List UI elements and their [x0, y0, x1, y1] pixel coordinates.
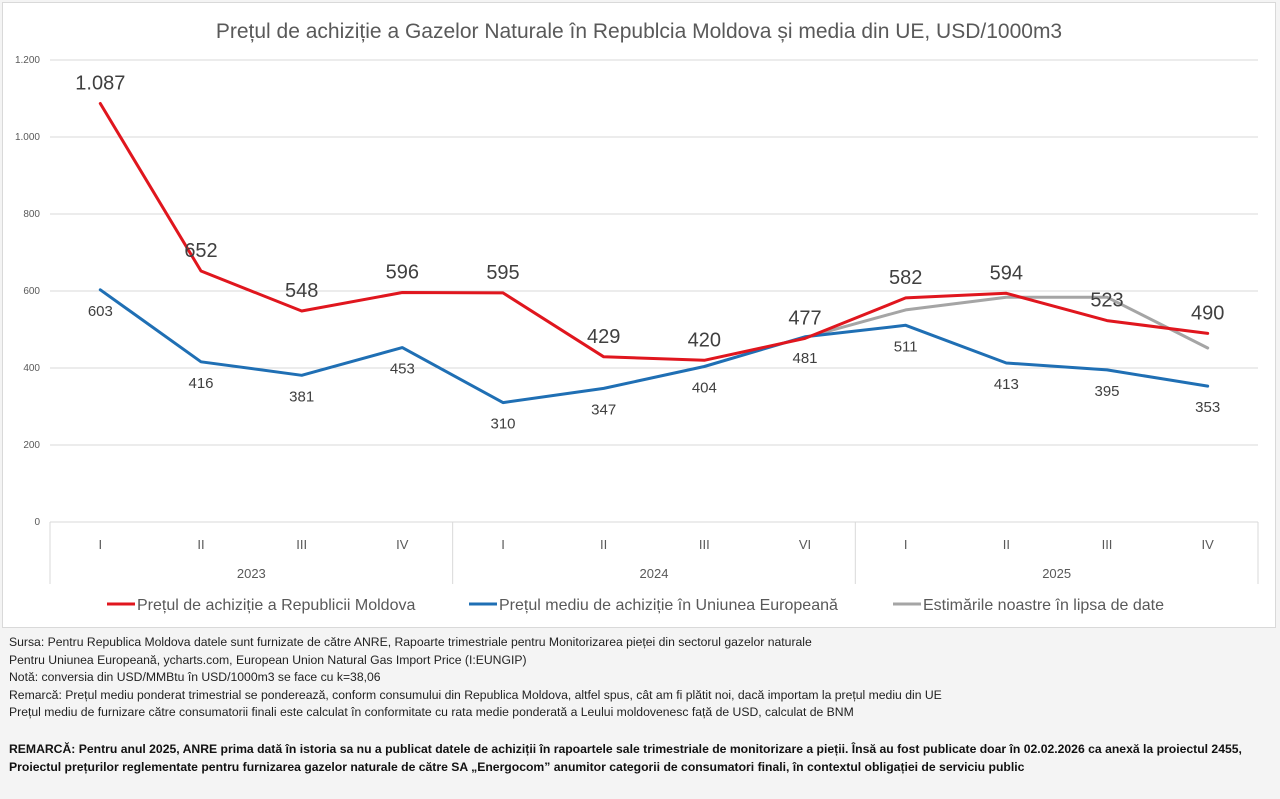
- x-tick-label: II: [600, 537, 607, 552]
- source-notes: Sursa: Pentru Republica Moldova datele s…: [9, 634, 942, 722]
- note-exchange-rate: Prețul mediu de furnizare către consumat…: [9, 705, 854, 720]
- x-tick-label: IV: [396, 537, 409, 552]
- x-tick-label: I: [99, 537, 103, 552]
- data-label-eu: 413: [994, 376, 1019, 393]
- data-label-eu: 353: [1195, 399, 1220, 416]
- x-tick-label: II: [197, 537, 204, 552]
- data-label-eu: 511: [894, 338, 918, 355]
- legend-label-1: Prețul mediu de achiziție în Uniunea Eur…: [499, 597, 838, 614]
- x-tick-label: III: [1102, 537, 1113, 552]
- chart-frame: Prețul de achiziție a Gazelor Naturale î…: [2, 2, 1276, 628]
- series-line-2: [803, 295, 1210, 350]
- y-tick-label: 400: [23, 363, 40, 374]
- data-label-moldova: 652: [184, 240, 217, 262]
- data-label-eu: 310: [490, 416, 515, 433]
- x-tick-label: III: [699, 537, 710, 552]
- data-label-moldova: 596: [386, 262, 419, 284]
- data-label-eu: 603: [88, 303, 113, 320]
- data-label-moldova: 477: [788, 307, 821, 329]
- data-labels: 1.087 652 548 596 595 429 420 477 582 594 523 490 60…: [75, 73, 1224, 433]
- data-label-moldova: 594: [990, 262, 1023, 284]
- data-label-eu: 381: [289, 388, 314, 405]
- data-label-moldova: 1.087: [75, 73, 125, 95]
- series-line-0: [98, 102, 1210, 362]
- x-tick-label: III: [296, 537, 307, 552]
- note-conversion: Notă: conversia din USD/MMBtu în USD/100…: [9, 670, 381, 685]
- x-tick-label: II: [1003, 537, 1010, 552]
- x-tick-label: I: [501, 537, 505, 552]
- data-label-moldova: 523: [1090, 290, 1123, 312]
- y-tick-label: 1.200: [15, 55, 40, 66]
- y-axis: 0 200 400 600 800 1.000 1.200: [15, 55, 40, 528]
- series-lines: [98, 102, 1210, 405]
- data-label-eu: 347: [591, 401, 616, 418]
- data-label-moldova: 582: [889, 267, 922, 289]
- note-source: Sursa: Pentru Republica Moldova datele s…: [9, 635, 812, 649]
- y-tick-label: 200: [23, 440, 40, 451]
- chart-title: Prețul de achiziție a Gazelor Naturale î…: [216, 20, 1062, 43]
- data-label-eu: 395: [1094, 383, 1119, 400]
- data-label-moldova: 429: [587, 326, 620, 348]
- note-remark: Remarcă: Prețul mediu ponderat trimestri…: [9, 687, 942, 702]
- x-group-label: 2025: [1042, 566, 1071, 581]
- x-tick-label: VI: [799, 537, 811, 552]
- data-label-eu: 416: [188, 375, 213, 392]
- x-tick-label: IV: [1202, 537, 1215, 552]
- data-label-eu: 404: [692, 379, 717, 396]
- series-line-1: [98, 288, 1210, 405]
- data-label-eu: 453: [390, 361, 415, 378]
- y-tick-label: 1.000: [15, 132, 40, 143]
- y-tick-label: 0: [34, 517, 40, 528]
- data-label-moldova: 490: [1191, 302, 1224, 324]
- x-group-label: 2023: [237, 566, 266, 581]
- data-label-eu: 481: [792, 350, 817, 367]
- legend-label-2: Estimările noastre în lipsa de date: [923, 597, 1164, 614]
- legend: Prețul de achiziție a Republicii Moldova…: [107, 597, 1164, 614]
- x-group-label: 2024: [640, 566, 669, 581]
- data-label-moldova: 548: [285, 280, 318, 302]
- y-tick-label: 600: [23, 286, 40, 297]
- legend-label-0: Prețul de achiziție a Republicii Moldova: [137, 597, 415, 614]
- x-tick-label: I: [904, 537, 908, 552]
- bold-remark: REMARCĂ: Pentru anul 2025, ANRE prima da…: [9, 742, 1242, 774]
- data-label-moldova: 420: [688, 329, 721, 351]
- y-tick-label: 800: [23, 209, 40, 220]
- note-eu-source: Pentru Uniunea Europeană, ycharts.com, E…: [9, 652, 527, 667]
- gridlines: [50, 59, 1258, 446]
- line-chart: Prețul de achiziție a Gazelor Naturale î…: [15, 20, 1259, 614]
- data-label-moldova: 595: [486, 262, 519, 284]
